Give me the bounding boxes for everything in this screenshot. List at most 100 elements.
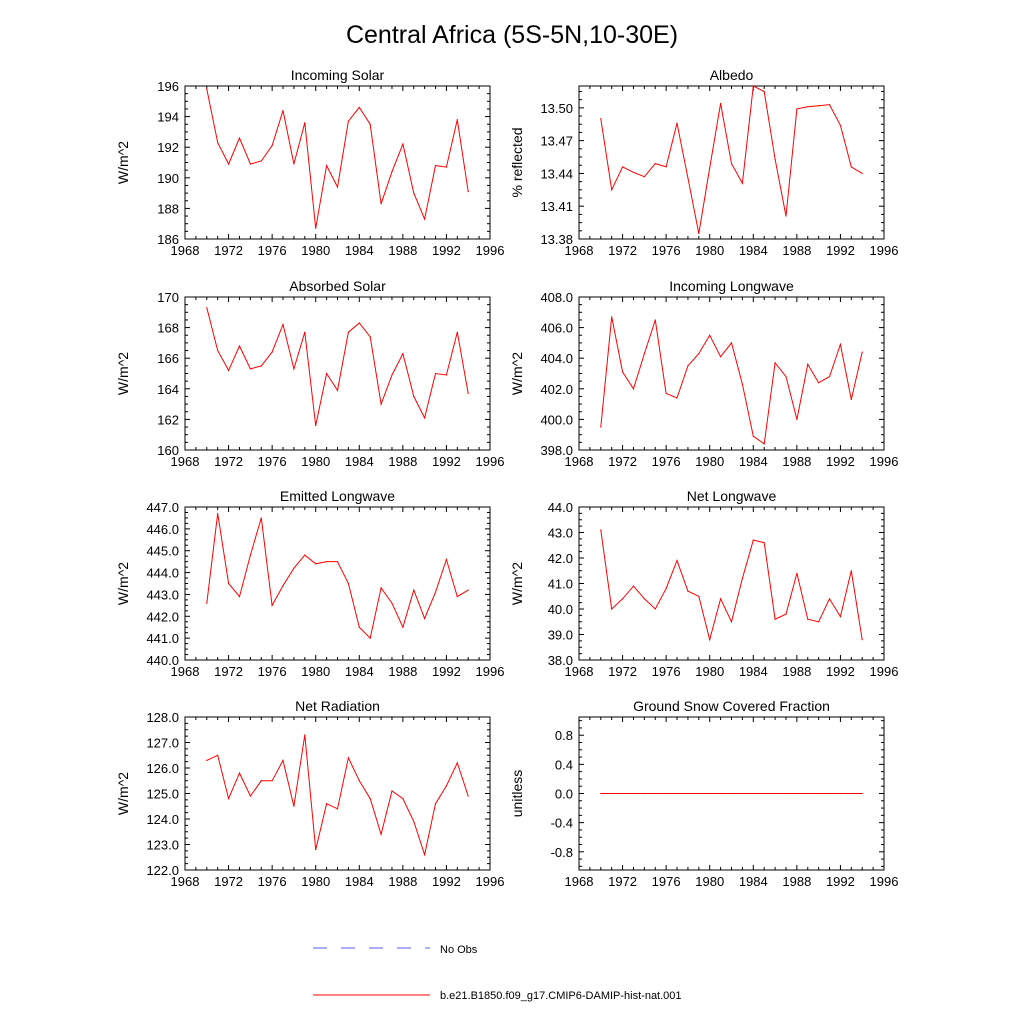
- x-tick-label: 1996: [476, 874, 505, 889]
- x-tick-label: 1972: [608, 243, 637, 258]
- y-tick-label: 398.0: [540, 443, 573, 458]
- y-tick-label: 13.41: [540, 199, 573, 214]
- y-tick-label: 444.0: [146, 566, 179, 581]
- x-tick-label: 1968: [565, 874, 594, 889]
- data-point: [238, 137, 241, 139]
- chart-title: Emitted Longwave: [280, 488, 395, 504]
- x-tick-label: 1980: [695, 243, 724, 258]
- data-point: [456, 331, 458, 333]
- data-point: [720, 102, 722, 105]
- x-tick-label: 1976: [652, 874, 681, 889]
- data-point: [402, 626, 404, 628]
- data-point: [358, 626, 360, 628]
- y-tick-label: 442.0: [146, 609, 179, 624]
- data-point: [720, 356, 722, 358]
- data-point: [709, 334, 711, 336]
- x-tick-label: 1984: [345, 874, 374, 889]
- data-point: [271, 145, 273, 147]
- data-point: [293, 368, 295, 370]
- x-tick-label: 1980: [301, 243, 330, 258]
- data-point: [217, 349, 219, 352]
- data-point: [709, 792, 711, 795]
- data-point: [763, 443, 765, 445]
- data-point: [850, 398, 852, 401]
- data-point: [720, 598, 722, 600]
- y-tick-label: 41.0: [548, 577, 573, 592]
- x-tick-label: 1976: [652, 243, 681, 258]
- data-point: [774, 618, 776, 620]
- chart-title: Incoming Longwave: [669, 278, 794, 294]
- data-point: [271, 351, 273, 353]
- y-axis-label: W/m^2: [509, 352, 525, 395]
- y-tick-label: 160: [157, 443, 179, 458]
- x-tick-label: 1996: [476, 454, 505, 469]
- data-point: [796, 792, 798, 795]
- y-tick-label: 408.0: [540, 290, 573, 305]
- x-tick-label: 1984: [739, 243, 768, 258]
- data-point: [445, 785, 448, 787]
- page-title: Central Africa (5S-5N,10-30E): [346, 21, 678, 49]
- chart-title: Net Radiation: [295, 698, 380, 714]
- data-point: [293, 567, 295, 569]
- data-point: [380, 403, 382, 405]
- y-axis-label: W/m^2: [115, 562, 131, 605]
- data-point: [260, 517, 262, 519]
- data-point: [643, 353, 645, 355]
- data-point: [282, 759, 284, 761]
- chart-panel-2: Absorbed Solar W/m^2 1968 1972 1976 1980 1984 1…: [115, 278, 504, 469]
- data-point: [818, 621, 820, 623]
- data-point: [336, 389, 339, 391]
- data-point: [402, 798, 404, 800]
- x-tick-label: 1980: [301, 874, 330, 889]
- x-tick-label: 1972: [214, 874, 243, 889]
- data-point: [676, 792, 678, 795]
- x-tick-label: 1996: [476, 664, 505, 679]
- x-tick-label: 1984: [345, 243, 374, 258]
- y-tick-label: 168: [157, 321, 179, 336]
- data-point: [445, 374, 448, 376]
- y-tick-label: 162: [157, 412, 179, 427]
- data-point: [315, 563, 317, 565]
- data-point: [676, 397, 678, 399]
- data-point: [391, 171, 393, 173]
- x-tick-label: 1996: [870, 664, 899, 679]
- data-point: [326, 164, 328, 167]
- series-line: [206, 89, 469, 229]
- y-tick-label: 400.0: [540, 412, 573, 427]
- y-tick-label: 127.0: [146, 736, 179, 751]
- data-point: [413, 192, 415, 194]
- series-line: [600, 85, 863, 234]
- data-point: [839, 124, 842, 126]
- x-tick-label: 1996: [870, 874, 899, 889]
- data-point: [632, 388, 635, 390]
- data-point: [456, 596, 458, 598]
- data-point: [676, 559, 678, 562]
- x-tick-label: 1976: [258, 874, 287, 889]
- data-point: [600, 529, 602, 531]
- data-point: [741, 182, 743, 184]
- data-point: [730, 792, 733, 795]
- y-axis-label: unitless: [509, 770, 525, 817]
- panels: Incoming Solar W/m^2 1968 1972 1976 1980 1984 1…: [115, 67, 898, 889]
- x-tick-label: 1976: [652, 664, 681, 679]
- data-point: [358, 322, 360, 324]
- data-point: [260, 780, 262, 782]
- data-point: [752, 792, 754, 795]
- series-line: [600, 316, 863, 445]
- data-point: [315, 424, 317, 427]
- data-point: [424, 854, 426, 856]
- data-point: [227, 582, 230, 585]
- chart-title: Ground Snow Covered Fraction: [633, 698, 830, 714]
- data-point: [687, 177, 689, 179]
- data-point: [206, 602, 208, 604]
- data-point: [238, 596, 241, 598]
- data-point: [271, 780, 273, 782]
- y-tick-label: 44.0: [548, 500, 573, 515]
- data-point: [402, 143, 404, 145]
- data-point: [304, 554, 306, 556]
- y-tick-label: 125.0: [146, 787, 179, 802]
- x-tick-label: 1992: [432, 454, 461, 469]
- x-tick-label: 1984: [345, 454, 374, 469]
- data-point: [217, 754, 219, 756]
- data-point: [752, 435, 754, 437]
